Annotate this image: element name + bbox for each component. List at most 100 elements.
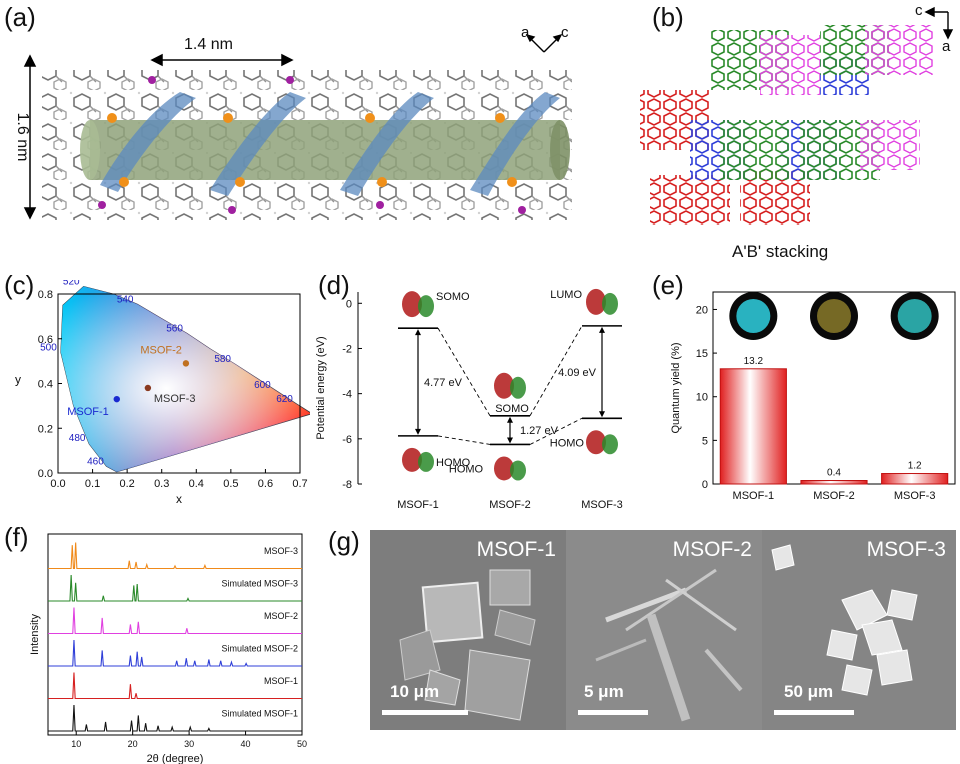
sem-title-2: MSOF-2	[672, 538, 752, 561]
height-label: 1.6 nm	[14, 112, 31, 162]
gap-label-2: 4.09 eV	[558, 367, 597, 379]
panel-label-a: (a)	[4, 2, 36, 32]
orbital-lower-green-2	[602, 434, 618, 455]
pxrd-series-label: Simulated MSOF-1	[221, 708, 298, 718]
pxrd-chart: 10 20 30 40 50 2θ (degree) Intensity Simulated …	[29, 533, 307, 764]
qy-ylabel: Quantum yield (%)	[670, 342, 682, 433]
axis-a-label-b: a	[942, 38, 951, 55]
energy-ytick-label: -2	[342, 343, 352, 355]
pxrd-trace-simulated-msof-2	[48, 639, 302, 667]
axis-c-label: c	[561, 24, 569, 41]
cie-wavelength-label: 520	[63, 280, 80, 287]
cie-xtick-label: 0.1	[85, 478, 100, 490]
pxrd-xtick-label: 10	[71, 739, 81, 749]
energy-ytick-label: -8	[342, 479, 352, 491]
pxrd-series-label: MSOF-1	[264, 676, 298, 686]
quantum-yield-chart: 0 5 10 15 20 Quantum yield (%) 13.2 MSOF-1 0.4 MS…	[670, 291, 956, 502]
level-lower-label-1: HOMO	[449, 463, 484, 475]
panel-a-structure	[23, 33, 572, 220]
pxrd-ylabel: Intensity	[29, 614, 41, 655]
pxrd-xlabel: 2θ (degree)	[147, 753, 204, 764]
gap-label-1: 1.27 eV	[520, 425, 559, 437]
gap-arrowhead-up-1	[507, 416, 513, 423]
pxrd-xtick-label: 50	[297, 739, 307, 749]
orbital-lower-red-0	[402, 447, 422, 472]
dashed-connector	[437, 327, 491, 417]
cie-white-overlay	[60, 286, 310, 472]
energy-ylabel: Potential energy (eV)	[315, 336, 327, 439]
orbital-lower-red-1	[494, 456, 514, 481]
axis-a-label: a	[521, 24, 530, 41]
qy-value-label: 0.4	[827, 468, 841, 479]
gap-arrowhead-up-2	[599, 326, 605, 333]
cie-point-label: MSOF-1	[67, 406, 109, 418]
cie-xtick-label: 0.3	[154, 478, 169, 490]
orbital-upper-red-2	[586, 288, 606, 315]
width-label: 1.4 nm	[184, 36, 233, 53]
pxrd-xtick-label: 30	[184, 739, 194, 749]
pxrd-trace-msof-3	[48, 542, 302, 570]
energy-level-chart: 0 -2 -4 -6 -8 Potential energy (eV) 4.77 eV SOM…	[315, 288, 623, 511]
cie-wavelength-label: 560	[166, 323, 183, 334]
dashed-connector	[437, 435, 491, 445]
panel-label-c: (c)	[4, 270, 35, 300]
sem-title-3: MSOF-3	[866, 538, 946, 561]
pxrd-trace-msof-1	[48, 672, 302, 700]
orbital-upper-green-2	[602, 292, 618, 315]
axis-c-label-b: c	[915, 2, 923, 19]
cie-wavelength-label: 460	[87, 456, 104, 467]
sem-scale-3: 50 μm	[784, 682, 834, 701]
cie-ytick-label: 0.2	[38, 423, 53, 435]
level-upper-label-1: SOMO	[495, 403, 529, 415]
level-upper-label-2: LUMO	[550, 289, 582, 301]
cie-xtick-label: 0.2	[119, 478, 134, 490]
orbital-lower-green-0	[418, 451, 434, 472]
stacking-caption: A'B' stacking	[732, 242, 829, 261]
level-lower-label-2: HOMO	[550, 437, 585, 449]
cie-xtick-label: 0.5	[223, 478, 238, 490]
qy-value-label: 13.2	[744, 356, 764, 367]
sem-scale-1: 10 μm	[390, 682, 440, 701]
cie-ytick-label: 0.6	[38, 334, 53, 346]
cie-xtick-label: 0.7	[292, 478, 307, 490]
qy-ytick-label: 15	[696, 348, 708, 360]
gap-arrowhead-down-0	[415, 428, 421, 435]
gap-arrowhead-up-0	[415, 329, 421, 336]
cie-wavelength-label: 480	[69, 433, 86, 444]
height-arrow	[23, 54, 37, 220]
pxrd-trace-msof-2	[48, 607, 302, 635]
cie-xtick-label: 0.0	[50, 478, 65, 490]
qy-bar-msof-3	[881, 473, 949, 485]
orbital-upper-red-0	[402, 291, 422, 318]
energy-ytick-label: 0	[346, 298, 352, 310]
orbital-upper-green-1	[510, 376, 526, 399]
gap-label-0: 4.77 eV	[424, 377, 463, 389]
qy-photo-emission-2	[897, 299, 932, 333]
dashed-connector	[529, 417, 583, 445]
qy-photo-emission-1	[817, 299, 851, 333]
qy-category-label: MSOF-3	[894, 490, 936, 502]
width-arrow	[150, 53, 294, 67]
sem-scalebar-1	[382, 710, 468, 715]
cie-wavelength-label: 580	[214, 354, 231, 365]
qy-category-label: MSOF-2	[813, 490, 855, 502]
pxrd-frame	[47, 533, 303, 736]
pxrd-series-label: Simulated MSOF-2	[221, 643, 298, 653]
pxrd-series-label: MSOF-3	[264, 546, 298, 556]
cie-ytick-label: 0.4	[38, 379, 53, 391]
cie-ytick-label: 0.0	[38, 468, 53, 480]
pxrd-xtick-label: 20	[128, 739, 138, 749]
energy-ytick-label: -4	[342, 389, 352, 401]
panel-label-f: (f)	[4, 522, 29, 552]
cie-point-label: MSOF-2	[140, 344, 182, 356]
cie-point-msof-1	[113, 395, 120, 403]
pxrd-trace-simulated-msof-3	[48, 574, 302, 602]
cie-chart: 0.0 0.1 0.2 0.3 0.4 0.5 0.6 0.7 0.0 0.2 0.4 0.6 0.8 x…	[15, 280, 310, 506]
energy-ytick-label: -6	[342, 434, 352, 446]
cie-ylabel: y	[15, 373, 21, 387]
sem-title-1: MSOF-1	[476, 538, 556, 561]
sem-scale-2: 5 μm	[584, 682, 624, 701]
helix-ribbons	[100, 92, 560, 196]
cie-point-msof-2	[182, 360, 190, 367]
energy-category-label: MSOF-3	[581, 499, 623, 511]
